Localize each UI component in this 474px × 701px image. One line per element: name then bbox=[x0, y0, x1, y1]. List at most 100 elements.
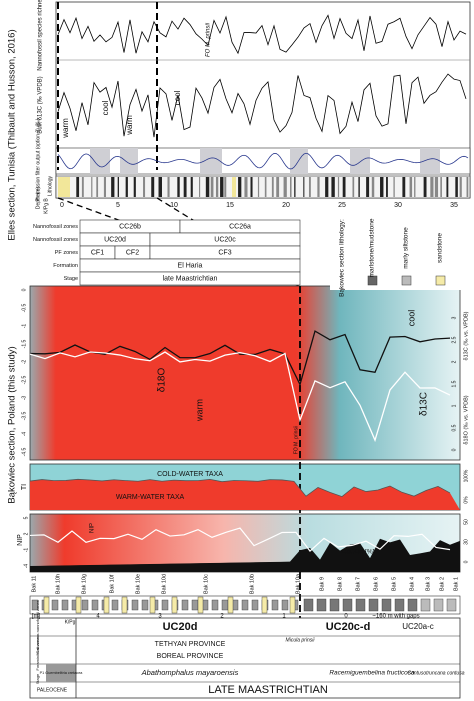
gap-label: ~160 m with gaps bbox=[372, 614, 419, 620]
tick-label: 0 bbox=[21, 288, 27, 291]
legend bbox=[330, 225, 470, 290]
litho-marl bbox=[303, 598, 314, 612]
zone-row-label: Stage bbox=[64, 276, 78, 282]
litho-marl bbox=[329, 598, 340, 612]
sample-label: Bak 2 bbox=[439, 577, 445, 591]
axis-label: K/Pg B bbox=[43, 198, 49, 214]
tick-label: 30 bbox=[463, 539, 469, 545]
litho-bar bbox=[386, 177, 388, 197]
litho-bar bbox=[257, 177, 260, 197]
axis-label: δ18O (‰ vs. VPDB) bbox=[463, 395, 469, 444]
tick-label: 50 bbox=[463, 519, 469, 525]
zone-label: late Maastrichtian bbox=[163, 275, 218, 282]
litho-marl bbox=[141, 599, 149, 611]
litho-sand bbox=[75, 596, 82, 614]
legend-label: sandstone bbox=[437, 233, 444, 263]
axis-label: NIP bbox=[17, 534, 24, 546]
litho-bar bbox=[283, 177, 287, 197]
litho-bar bbox=[244, 177, 248, 197]
litho-marl bbox=[446, 598, 457, 612]
axis-label: Nannofossil species richness bbox=[38, 0, 44, 71]
tick-label: -1.5 bbox=[21, 339, 27, 348]
litho-bar bbox=[446, 177, 449, 197]
litho-bar bbox=[423, 177, 427, 197]
litho-marl bbox=[51, 599, 59, 611]
section-title: Bąkowiec section, Poland (this study) bbox=[7, 346, 18, 503]
litho-bar bbox=[402, 177, 406, 197]
meter-label: 3 bbox=[158, 614, 162, 620]
p1-cell bbox=[46, 664, 76, 682]
row-label: Calcareous nannofossil zones bbox=[35, 600, 40, 653]
meter-label: 1 bbox=[282, 614, 286, 620]
depth-tick: 15 bbox=[226, 202, 234, 209]
curve-label: δ18O bbox=[157, 368, 168, 393]
depth-tick: 20 bbox=[282, 202, 290, 209]
litho-bar bbox=[393, 177, 395, 197]
meter-label: 4 bbox=[96, 614, 100, 620]
litho-bar bbox=[317, 177, 320, 197]
litho-sand bbox=[232, 177, 236, 197]
litho-sand bbox=[103, 596, 110, 614]
litho-sand bbox=[58, 177, 70, 197]
tick-label: 0.5 bbox=[451, 424, 457, 431]
litho-bar bbox=[294, 177, 296, 197]
tick-label: 2 bbox=[451, 360, 457, 363]
cycle-band bbox=[350, 148, 370, 174]
legend-swatch bbox=[435, 275, 446, 286]
zone-row-label: Nannofossil zones bbox=[33, 224, 78, 230]
litho-marl bbox=[420, 598, 431, 612]
precession-curve bbox=[57, 152, 469, 170]
cycle-band bbox=[120, 148, 138, 174]
climate-label: cool bbox=[101, 100, 110, 115]
meter-label: 0 bbox=[344, 614, 348, 620]
legend-label: marly siltstone bbox=[403, 227, 410, 269]
litho-marl bbox=[111, 599, 119, 611]
cycle-band bbox=[90, 148, 110, 174]
tick-label: 2.5 bbox=[451, 336, 457, 343]
zone-row-label: Formation bbox=[53, 263, 78, 269]
warm-taxa-area bbox=[30, 479, 460, 510]
event-label: Micula prinsii bbox=[286, 637, 316, 643]
litho-bar bbox=[76, 177, 80, 197]
event-label: K/Pg bbox=[65, 619, 76, 625]
litho-bar bbox=[289, 177, 292, 197]
litho-bar bbox=[308, 177, 311, 197]
sample-label: Bak 7 bbox=[355, 577, 361, 591]
climate-label: warm bbox=[194, 399, 204, 422]
litho-bar bbox=[331, 177, 335, 197]
strat-table bbox=[29, 617, 461, 699]
zone-label: P1 Guembelitria cretacea bbox=[40, 671, 84, 675]
litho-marl bbox=[131, 599, 139, 611]
sample-label: Bak 8 bbox=[337, 577, 343, 591]
depth-tick: 10 bbox=[170, 202, 178, 209]
litho-marl bbox=[221, 599, 229, 611]
d13c-curve bbox=[29, 351, 451, 443]
depth-tick: 25 bbox=[338, 202, 346, 209]
cycle-band bbox=[420, 148, 440, 174]
litho-bar bbox=[409, 177, 413, 197]
tick-label: -4 bbox=[21, 432, 27, 437]
litho-bar bbox=[151, 177, 155, 197]
litho-marl bbox=[211, 599, 219, 611]
litho-bar bbox=[434, 177, 439, 197]
zone-label: Racemiguembelina fructicosa bbox=[329, 670, 415, 677]
litho-marl bbox=[433, 598, 444, 612]
litho-marl bbox=[368, 598, 379, 612]
caco3-area bbox=[30, 538, 460, 572]
litho-bar bbox=[117, 177, 119, 197]
sample-label: Bak 10f bbox=[109, 574, 115, 593]
tick-label: 0 bbox=[451, 448, 457, 451]
litho-bar bbox=[111, 177, 115, 197]
litho-marl bbox=[81, 599, 89, 611]
litho-bar bbox=[190, 177, 193, 197]
litho-bar bbox=[352, 177, 355, 197]
litho-bar bbox=[96, 177, 99, 197]
sample-label: Bak 10g bbox=[81, 574, 87, 594]
bak-lithology bbox=[29, 595, 461, 615]
area-label: WARM-WATER TAXA bbox=[116, 494, 185, 501]
province-label: TETHYAN PROVINCE bbox=[155, 641, 226, 648]
stage-label: LATE MAASTRICHTIAN bbox=[208, 684, 328, 696]
tick-label: 0% bbox=[463, 496, 469, 504]
litho-bar bbox=[380, 177, 384, 197]
climate-label: cool bbox=[406, 310, 416, 327]
